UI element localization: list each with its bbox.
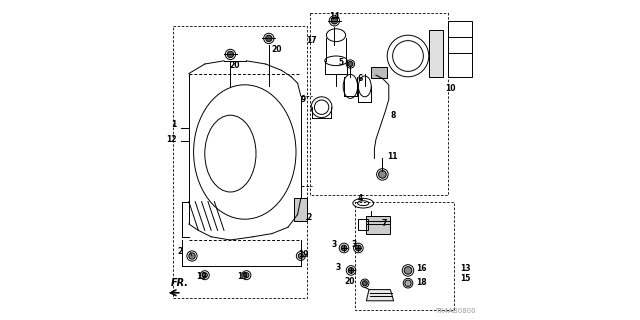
Bar [358,219,368,230]
Text: 16: 16 [416,264,426,273]
Text: 3: 3 [352,240,357,249]
Circle shape [348,268,354,273]
Text: 8: 8 [390,111,396,120]
Bar [366,216,390,234]
Circle shape [332,18,338,24]
Circle shape [266,35,272,42]
Text: 15: 15 [460,274,470,283]
Polygon shape [366,290,394,301]
Text: 19: 19 [298,250,308,259]
Text: 11: 11 [387,152,397,161]
Text: TK4AB0800: TK4AB0800 [435,308,475,314]
Circle shape [298,253,303,259]
Text: 3: 3 [332,240,337,249]
Text: 1: 1 [172,120,177,129]
Bar [294,198,307,221]
Circle shape [189,253,195,259]
Text: 9: 9 [300,95,306,104]
Text: 14: 14 [330,12,340,21]
Text: FR.: FR. [172,278,189,288]
Text: 18: 18 [416,278,427,287]
Text: 5: 5 [339,58,344,67]
Circle shape [341,245,347,251]
Circle shape [362,281,367,286]
Text: 13: 13 [460,264,470,273]
Bar [371,67,387,78]
Circle shape [244,273,249,278]
Text: 7: 7 [381,220,387,228]
Circle shape [227,51,234,58]
Bar [429,30,444,77]
Circle shape [379,171,386,178]
Text: 19: 19 [196,272,206,281]
Text: 2: 2 [307,213,312,222]
Bar [448,21,472,77]
Text: 6: 6 [358,74,363,83]
Circle shape [404,267,412,274]
Circle shape [356,245,361,251]
Circle shape [348,61,353,67]
Text: 20: 20 [230,61,240,70]
Text: 4: 4 [358,194,363,203]
Text: 3: 3 [335,263,340,272]
Text: 17: 17 [306,36,317,44]
Circle shape [405,280,412,286]
Text: 12: 12 [166,135,177,144]
Text: 2: 2 [178,247,183,256]
Text: 19: 19 [237,272,248,281]
Text: 20: 20 [271,45,282,54]
Text: 10: 10 [445,84,456,92]
Text: 20: 20 [345,277,355,286]
Circle shape [202,273,207,278]
